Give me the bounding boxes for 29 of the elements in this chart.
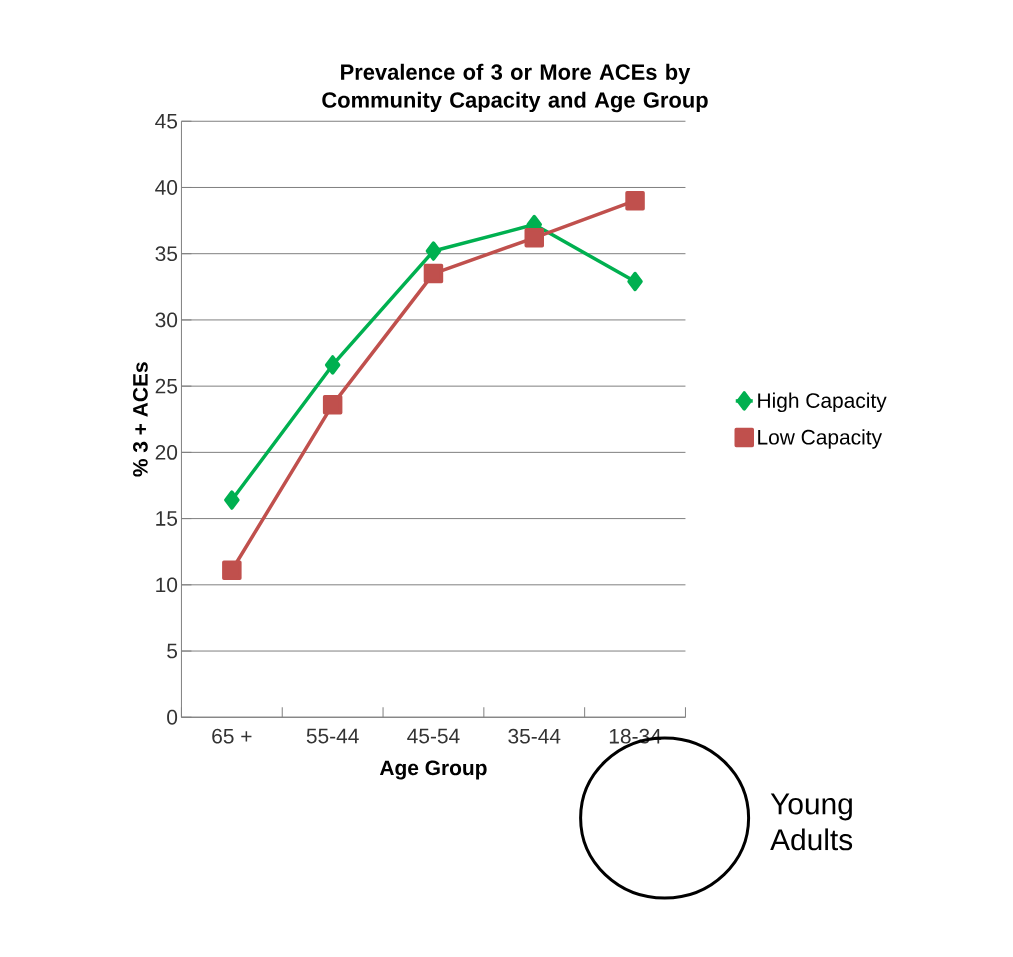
point [224, 490, 240, 510]
y-tick-label: 35 [155, 246, 178, 262]
point [322, 394, 343, 415]
text: Young Adults [770, 793, 853, 851]
x-axis-title: Age Group [379, 760, 487, 780]
y-tick-label: 5 [167, 643, 178, 659]
y-axis-title: % 3 + ACEs [132, 362, 148, 477]
legend-label: High Capacity [758, 392, 887, 413]
point [425, 241, 442, 261]
point [524, 228, 544, 248]
y-tick-label: 40 [155, 180, 178, 195]
legend-label: Low Capacity [758, 429, 883, 449]
y-tick-label: 20 [155, 444, 178, 460]
x-tick-label: 65 + [212, 728, 252, 744]
x-tick-label: 45-54 [407, 728, 460, 744]
point [627, 271, 643, 292]
point [324, 355, 341, 375]
x-tick-label: 35-44 [508, 728, 561, 744]
chart-title: Prevalence of 3 or More ACEs by Community Capacity and Age Group [322, 63, 708, 113]
x-tick-label: 55-44 [306, 728, 359, 744]
y-tick-label: 30 [155, 312, 178, 328]
y-tick-label: 0 [167, 709, 178, 725]
point [222, 560, 242, 580]
point [625, 190, 645, 211]
y-tick-label: 15 [156, 511, 178, 526]
y-tick-label: 25 [155, 378, 178, 394]
y-tick-label: 10 [156, 577, 178, 593]
point [423, 263, 444, 284]
y-tick-label: 45 [155, 113, 178, 129]
